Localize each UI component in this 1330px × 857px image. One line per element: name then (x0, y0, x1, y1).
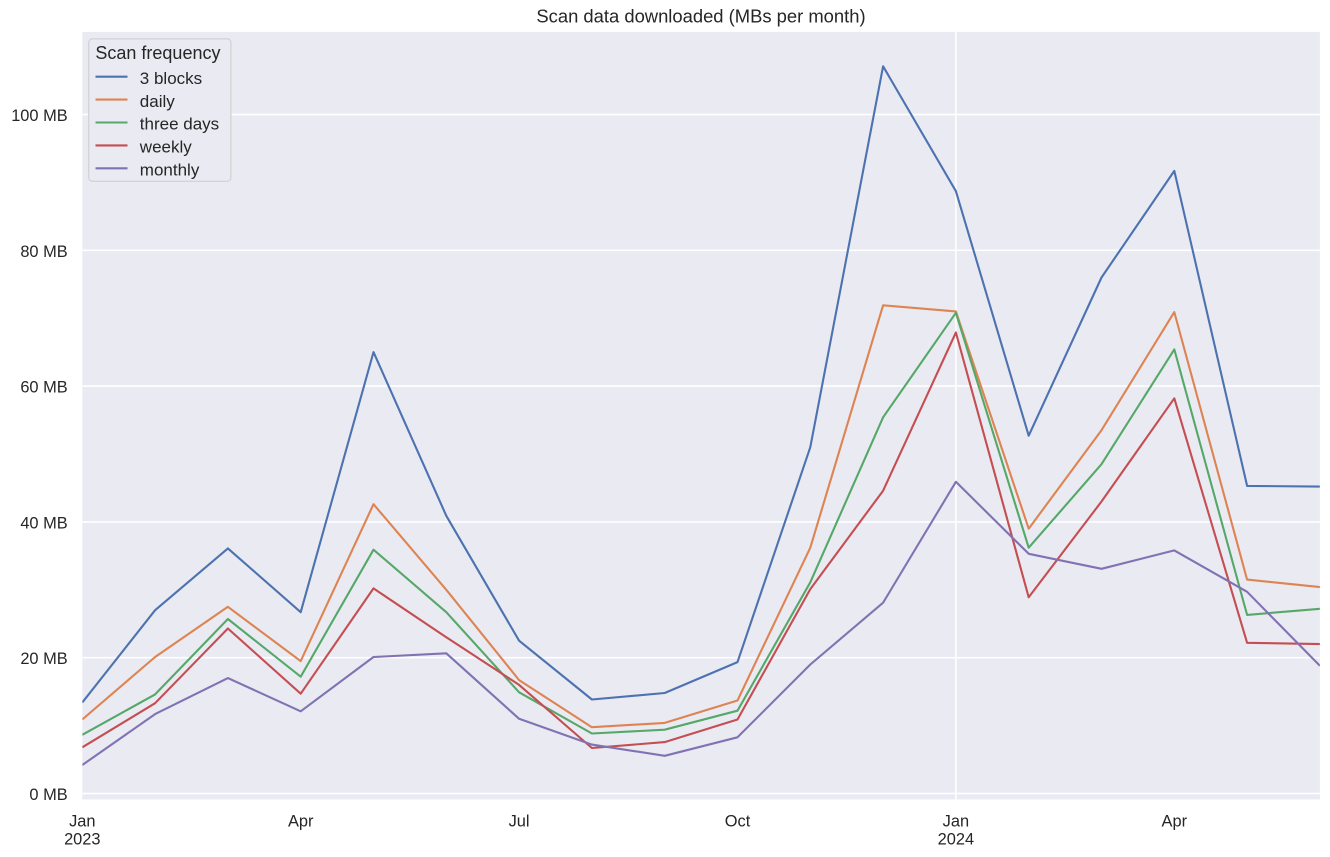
svg-text:2023: 2023 (64, 831, 100, 849)
svg-text:three days: three days (140, 115, 219, 134)
svg-text:Apr: Apr (288, 813, 314, 831)
svg-text:20 MB: 20 MB (20, 650, 67, 668)
svg-text:3 blocks: 3 blocks (140, 69, 202, 88)
svg-text:Jan: Jan (943, 813, 969, 831)
svg-text:Jan: Jan (69, 813, 95, 831)
svg-text:80 MB: 80 MB (20, 243, 67, 261)
svg-text:Jul: Jul (509, 813, 530, 831)
svg-text:monthly: monthly (140, 161, 200, 180)
svg-text:daily: daily (140, 92, 175, 111)
svg-text:60 MB: 60 MB (20, 379, 67, 397)
svg-text:2024: 2024 (938, 831, 974, 849)
svg-text:Apr: Apr (1162, 813, 1188, 831)
svg-text:Scan data downloaded (MBs per: Scan data downloaded (MBs per month) (536, 6, 865, 27)
svg-text:Oct: Oct (725, 813, 751, 831)
svg-text:40 MB: 40 MB (20, 514, 67, 532)
svg-text:Scan frequency: Scan frequency (95, 43, 220, 63)
svg-text:100 MB: 100 MB (11, 107, 68, 125)
svg-text:0 MB: 0 MB (29, 786, 67, 804)
svg-text:weekly: weekly (139, 138, 192, 157)
